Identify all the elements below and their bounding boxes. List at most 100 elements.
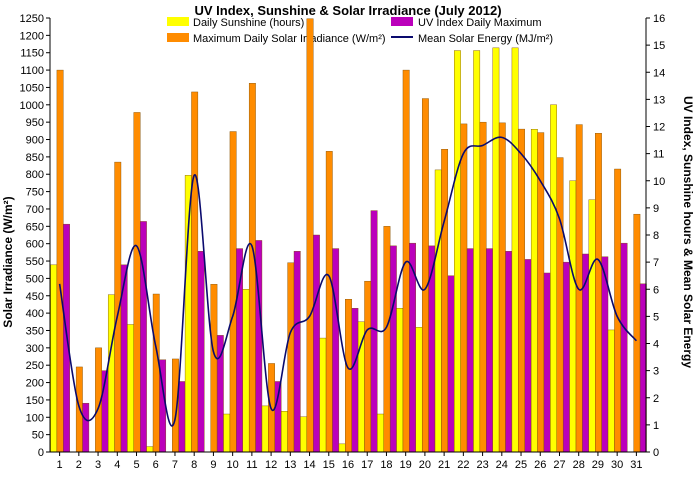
- y-tick-label: 1150: [20, 48, 44, 60]
- y2-tick-label: 6: [653, 284, 659, 296]
- y2-tick-label: 10: [653, 176, 665, 188]
- x-tick-label: 25: [515, 459, 527, 471]
- y-tick-label: 50: [32, 430, 44, 442]
- x-tick-label: 26: [534, 459, 546, 471]
- y2-tick-label: 2: [653, 393, 659, 405]
- y2-tick-label: 4: [653, 339, 659, 351]
- x-tick-label: 16: [342, 459, 354, 471]
- sunshine-bar: [454, 50, 461, 453]
- y2-tick-label: 9: [653, 203, 659, 215]
- x-tick-label: 31: [630, 459, 642, 471]
- sunshine-bar: [50, 264, 58, 453]
- sunshine-bar: [434, 169, 442, 453]
- y-tick-label: 1000: [20, 100, 44, 112]
- irradiance-bar: [556, 157, 564, 453]
- uv-bar: [197, 251, 205, 453]
- uv-bar: [620, 242, 628, 453]
- sunshine-bar: [377, 413, 384, 453]
- uv-bar: [505, 251, 513, 453]
- x-tick-label: 12: [265, 459, 277, 471]
- sunshine-bar: [511, 47, 519, 453]
- uv-bar: [524, 259, 532, 453]
- irradiance-bar: [210, 284, 218, 453]
- y2-tick-label: 12: [653, 122, 665, 134]
- sunshine-bar: [242, 289, 250, 453]
- legend-swatch-sunshine: [167, 17, 189, 26]
- sunshine-bar: [146, 446, 154, 453]
- irradiance-bar: [172, 358, 179, 453]
- y-tick-label: 550: [26, 256, 44, 268]
- sunshine-bar: [492, 47, 500, 453]
- irradiance-bar: [56, 69, 64, 453]
- y2-tick-label: 16: [653, 13, 665, 25]
- x-tick-label: 2: [76, 459, 82, 471]
- y-tick-label: 950: [26, 117, 44, 129]
- irradiance-bar: [633, 213, 641, 453]
- uv-bar: [274, 381, 282, 453]
- y-tick-label: 1100: [20, 65, 44, 77]
- y-tick-label: 750: [26, 187, 44, 199]
- sunshine-bar: [184, 175, 192, 453]
- y-tick-label: 600: [26, 239, 44, 251]
- irradiance-bar: [229, 131, 237, 453]
- irradiance-bar: [306, 18, 314, 453]
- x-tick-label: 20: [419, 459, 431, 471]
- irradiance-bar: [325, 151, 333, 453]
- uv-bar: [351, 308, 359, 453]
- irradiance-bar: [345, 299, 352, 453]
- x-tick-label: 5: [133, 459, 139, 471]
- y2-tick-label: 3: [653, 366, 659, 378]
- x-tick-label: 1: [57, 459, 63, 471]
- uv-bar: [389, 245, 397, 453]
- uv-bar: [486, 248, 493, 453]
- y2-axis-title: UV Index, Sunshine hours & Mean Solar En…: [681, 96, 695, 368]
- irradiance-bar: [248, 83, 256, 453]
- sunshine-bar: [588, 199, 596, 453]
- y2-tick-label: 14: [653, 67, 665, 79]
- x-tick-label: 9: [210, 459, 216, 471]
- sunshine-bar: [107, 294, 115, 453]
- y2-tick-label: 7: [653, 257, 659, 269]
- y-tick-label: 100: [26, 412, 44, 424]
- irradiance-bar: [421, 98, 429, 453]
- x-tick-label: 13: [284, 459, 296, 471]
- uv-bar: [313, 234, 320, 453]
- x-tick-label: 11: [246, 459, 257, 471]
- legend-label-uv: UV Index Daily Maximum: [418, 17, 541, 29]
- y-tick-label: 500: [26, 273, 44, 285]
- uv-bar: [236, 248, 243, 453]
- x-tick-label: 3: [95, 459, 101, 471]
- x-tick-label: 4: [114, 459, 120, 471]
- y-tick-label: 800: [26, 169, 44, 181]
- irradiance-bar: [498, 122, 506, 453]
- y-tick-label: 250: [26, 360, 44, 372]
- x-tick-label: 14: [303, 459, 315, 471]
- sunshine-bar: [607, 329, 615, 453]
- x-tick-label: 21: [438, 459, 450, 471]
- x-tick-label: 24: [496, 459, 508, 471]
- y2-tick-label: 0: [653, 447, 659, 459]
- sunshine-bar: [127, 324, 135, 453]
- irradiance-bar: [441, 149, 449, 453]
- irradiance-bar: [595, 133, 602, 453]
- y-tick-label: 400: [26, 308, 44, 320]
- y2-tick-label: 8: [653, 230, 659, 242]
- x-tick-label: 18: [380, 459, 392, 471]
- y2-tick-label: 1: [653, 420, 659, 432]
- x-tick-label: 17: [361, 459, 373, 471]
- sunshine-bar: [415, 327, 423, 453]
- x-tick-label: 6: [153, 459, 159, 471]
- uv-bar: [601, 256, 609, 453]
- y-tick-label: 300: [26, 343, 44, 355]
- x-tick-label: 10: [227, 459, 239, 471]
- y-axis-title: Solar Irradiance (W/m²): [1, 196, 15, 327]
- sunshine-bar: [473, 50, 481, 453]
- x-tick-label: 28: [573, 459, 585, 471]
- irradiance-bar: [460, 123, 468, 453]
- uv-bar: [562, 261, 570, 453]
- y2-tick-label: 13: [653, 94, 665, 106]
- y-tick-label: 900: [26, 135, 44, 147]
- uv-bar: [178, 381, 186, 453]
- sunshine-bar: [338, 443, 346, 453]
